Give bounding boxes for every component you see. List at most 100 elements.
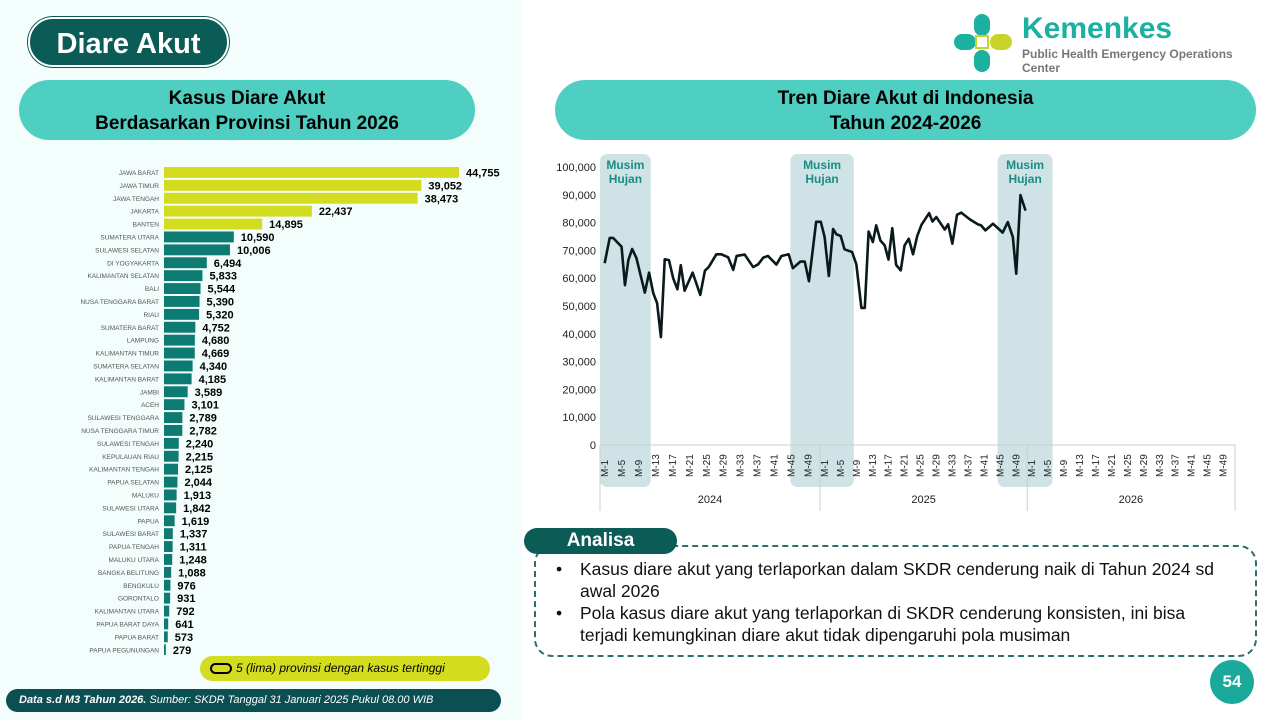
rainy-season-band: [790, 154, 854, 487]
kemenkes-logo: Kemenkes Public Health Emergency Operati…: [952, 12, 1272, 75]
x-tick-label: M-25: [702, 454, 713, 477]
province-value-label: 14,895: [269, 219, 303, 231]
x-tick-label: M-49: [1011, 454, 1022, 477]
x-tick-label: M-5: [1043, 459, 1054, 477]
logo-name: Kemenkes: [1022, 12, 1173, 45]
province-value-label: 4,340: [200, 361, 228, 373]
province-label: DI YOGYAKARTA: [107, 260, 160, 267]
province-label: JAMBI: [140, 389, 159, 396]
x-tick-label: M-45: [995, 454, 1006, 477]
x-tick-label: M-17: [1091, 454, 1102, 477]
province-value-label: 3,101: [191, 400, 219, 412]
province-label: PAPUA: [137, 518, 159, 525]
y-tick-label: 20,000: [562, 384, 596, 396]
x-tick-label: M-1: [600, 459, 611, 477]
x-tick-label: M-9: [1059, 459, 1070, 477]
province-value-label: 39,052: [428, 180, 462, 192]
band-label: Hujan: [609, 172, 642, 186]
line-chart-header: Tren Diare Akut di Indonesia Tahun 2024-…: [555, 80, 1256, 140]
footer-source: Sumber: SKDR Tanggal 31 Januari 2025 Puk…: [146, 694, 434, 706]
logo-subtitle: Public Health Emergency Operations Cente…: [1022, 47, 1233, 75]
x-tick-label: M-17: [884, 454, 895, 477]
province-label: JAWA TIMUR: [120, 183, 160, 190]
province-bar: [164, 541, 173, 552]
province-label: KALIMANTAN TENGAH: [89, 467, 159, 474]
province-bar: [164, 631, 168, 643]
province-label: NUSA TENGGARA TIMUR: [81, 428, 159, 435]
y-tick-label: 40,000: [562, 329, 596, 341]
province-value-label: 2,215: [186, 451, 214, 463]
x-tick-label: M-45: [786, 454, 797, 477]
x-tick-label: M-13: [1075, 454, 1086, 477]
rainy-season-band: [997, 154, 1053, 487]
province-bar: [164, 386, 188, 398]
province-value-label: 5,544: [208, 284, 236, 296]
kemenkes-logo-icon: [954, 14, 1012, 72]
province-label: PAPUA BARAT: [115, 634, 159, 641]
province-bar: [164, 502, 177, 514]
footer-data-note: Data s.d M3 Tahun 2026.: [19, 694, 147, 706]
province-label: KEPULAUAN RIAU: [102, 454, 159, 461]
province-bar: [164, 334, 195, 346]
province-bar: [164, 489, 177, 501]
x-tick-label: M-33: [947, 454, 958, 477]
province-value-label: 1,913: [184, 490, 212, 502]
x-tick-label: M-49: [1219, 454, 1230, 477]
province-value-label: 1,619: [182, 516, 210, 528]
x-tick-label: M-41: [979, 454, 990, 477]
year-label: 2025: [911, 494, 935, 506]
x-tick-label: M-21: [900, 454, 911, 477]
province-bar: [164, 579, 171, 591]
province-label: BANGKA BELITUNG: [98, 570, 159, 577]
x-tick-label: M-41: [769, 454, 780, 477]
page-number: 54: [1210, 660, 1254, 704]
province-value-label: 38,473: [425, 193, 459, 205]
x-tick-label: M-29: [719, 454, 730, 477]
province-value-label: 44,755: [466, 168, 500, 180]
province-label: KALIMANTAN TIMUR: [96, 351, 160, 358]
rainy-season-band: [600, 154, 651, 487]
x-tick-label: M-13: [868, 454, 879, 477]
x-tick-label: M-45: [1203, 454, 1214, 477]
province-bar: [164, 270, 203, 282]
y-tick-label: 70,000: [562, 245, 596, 257]
band-label: Musim: [1006, 158, 1044, 172]
province-bar: [164, 179, 422, 191]
x-tick-label: M-33: [1155, 454, 1166, 477]
province-label: ACEH: [141, 402, 159, 409]
province-value-label: 4,669: [202, 348, 230, 360]
province-label: SUMATERA SELATAN: [93, 364, 159, 371]
province-value-label: 931: [177, 593, 195, 605]
band-label: Musim: [803, 158, 841, 172]
x-tick-label: M-13: [651, 454, 662, 477]
band-label: Hujan: [805, 172, 838, 186]
province-bar: [164, 450, 179, 462]
band-label: Hujan: [1008, 172, 1041, 186]
province-bar: [164, 515, 175, 527]
province-value-label: 1,842: [183, 503, 211, 515]
legend-top5: 5 (lima) provinsi dengan kasus tertinggi: [200, 656, 490, 681]
province-value-label: 2,125: [185, 464, 213, 476]
y-tick-label: 50,000: [562, 301, 596, 313]
x-tick-label: M-5: [836, 459, 847, 477]
x-tick-label: M-41: [1187, 454, 1198, 477]
province-bar: [164, 167, 459, 178]
province-bar: [164, 218, 263, 230]
province-label: NUSA TENGGARA BARAT: [80, 299, 159, 306]
province-bar: [164, 373, 192, 385]
analisa-point: Pola kasus diare akut yang terlaporkan d…: [556, 602, 1235, 646]
province-bar: [164, 244, 230, 256]
legend-text: 5 (lima) provinsi dengan kasus tertinggi: [236, 661, 445, 675]
province-label: KALIMANTAN BARAT: [95, 376, 159, 383]
y-tick-label: 30,000: [562, 357, 596, 369]
x-tick-label: M-1: [820, 459, 831, 477]
x-tick-label: M-9: [852, 459, 863, 477]
province-value-label: 976: [177, 580, 195, 592]
bar-chart-header: Kasus Diare Akut Berdasarkan Provinsi Ta…: [19, 80, 475, 140]
province-bar: [164, 296, 200, 307]
province-bar: [164, 347, 195, 359]
x-tick-label: M-37: [963, 454, 974, 477]
province-value-label: 1,088: [178, 567, 206, 579]
highlight-oval-icon: [210, 663, 232, 674]
province-label: PAPUA PEGUNUNGAN: [89, 647, 159, 654]
